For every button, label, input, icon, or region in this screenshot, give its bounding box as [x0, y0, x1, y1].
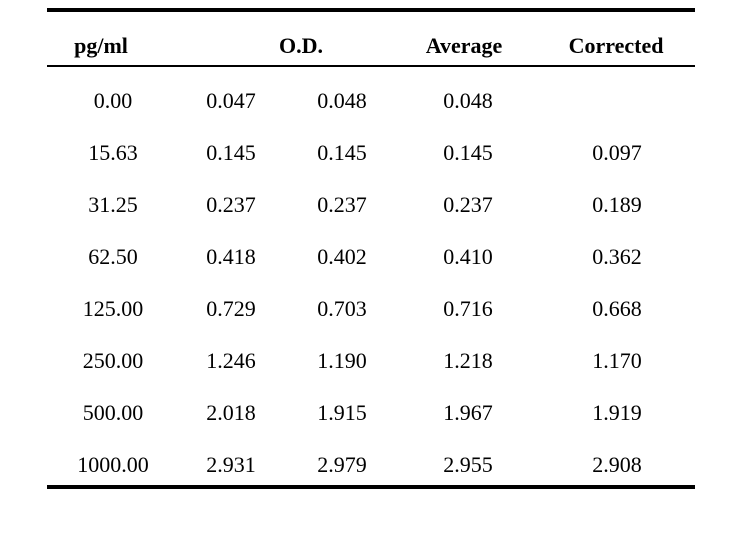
- cell-od-1: 0.145: [206, 140, 256, 165]
- table-row: 62.50 0.418 0.402 0.410 0.362: [0, 242, 750, 272]
- table-row: 1000.00 2.931 2.979 2.955 2.908: [0, 450, 750, 480]
- cell-od-2: 1.190: [317, 348, 367, 373]
- table-row: 250.00 1.246 1.190 1.218 1.170: [0, 346, 750, 376]
- header-corrected: Corrected: [568, 33, 664, 58]
- cell-concentration: 62.50: [88, 244, 138, 269]
- cell-concentration: 125.00: [82, 296, 144, 321]
- cell-od-2: 0.048: [317, 88, 367, 113]
- table-row: 15.63 0.145 0.145 0.145 0.097: [0, 138, 750, 168]
- cell-corrected: 1.170: [592, 348, 642, 373]
- cell-od-2: 1.915: [317, 400, 367, 425]
- cell-corrected: 0.097: [592, 140, 642, 165]
- cell-corrected: 0.189: [592, 192, 642, 217]
- cell-average: 0.716: [443, 296, 493, 321]
- cell-average: 0.237: [443, 192, 493, 217]
- header-concentration: pg/ml: [74, 33, 128, 58]
- cell-concentration: 31.25: [88, 192, 138, 217]
- cell-od-2: 2.979: [317, 452, 367, 477]
- cell-average: 0.145: [443, 140, 493, 165]
- cell-average: 0.410: [443, 244, 493, 269]
- table-row: 500.00 2.018 1.915 1.967 1.919: [0, 398, 750, 428]
- cell-od-1: 0.729: [206, 296, 256, 321]
- cell-od-1: 1.246: [206, 348, 256, 373]
- cell-average: 1.218: [443, 348, 493, 373]
- cell-od-2: 0.237: [317, 192, 367, 217]
- table-row: 0.00 0.047 0.048 0.048: [0, 86, 750, 116]
- cell-concentration: 15.63: [88, 140, 138, 165]
- cell-corrected: 1.919: [592, 400, 642, 425]
- cell-od-2: 0.703: [317, 296, 367, 321]
- cell-od-1: 0.047: [206, 88, 256, 113]
- cell-average: 2.955: [443, 452, 493, 477]
- table-row: 31.25 0.237 0.237 0.237 0.189: [0, 190, 750, 220]
- cell-od-1: 2.018: [206, 400, 256, 425]
- cell-od-2: 0.402: [317, 244, 367, 269]
- cell-od-1: 0.237: [206, 192, 256, 217]
- table-top-rule: [47, 8, 695, 12]
- cell-average: 1.967: [443, 400, 493, 425]
- cell-corrected: 0.668: [592, 296, 642, 321]
- header-average: Average: [425, 33, 503, 58]
- cell-concentration: 250.00: [82, 348, 144, 373]
- cell-od-1: 2.931: [206, 452, 256, 477]
- cell-concentration: 500.00: [82, 400, 144, 425]
- cell-corrected: 2.908: [592, 452, 642, 477]
- cell-concentration: 0.00: [93, 88, 133, 113]
- table-bottom-rule: [47, 485, 695, 489]
- header-od: O.D.: [279, 33, 323, 58]
- cell-average: 0.048: [443, 88, 493, 113]
- cell-od-2: 0.145: [317, 140, 367, 165]
- cell-od-1: 0.418: [206, 244, 256, 269]
- cell-concentration: 1000.00: [77, 452, 149, 477]
- table-row: 125.00 0.729 0.703 0.716 0.668: [0, 294, 750, 324]
- table-header-rule: [47, 65, 695, 67]
- cell-corrected: 0.362: [592, 244, 642, 269]
